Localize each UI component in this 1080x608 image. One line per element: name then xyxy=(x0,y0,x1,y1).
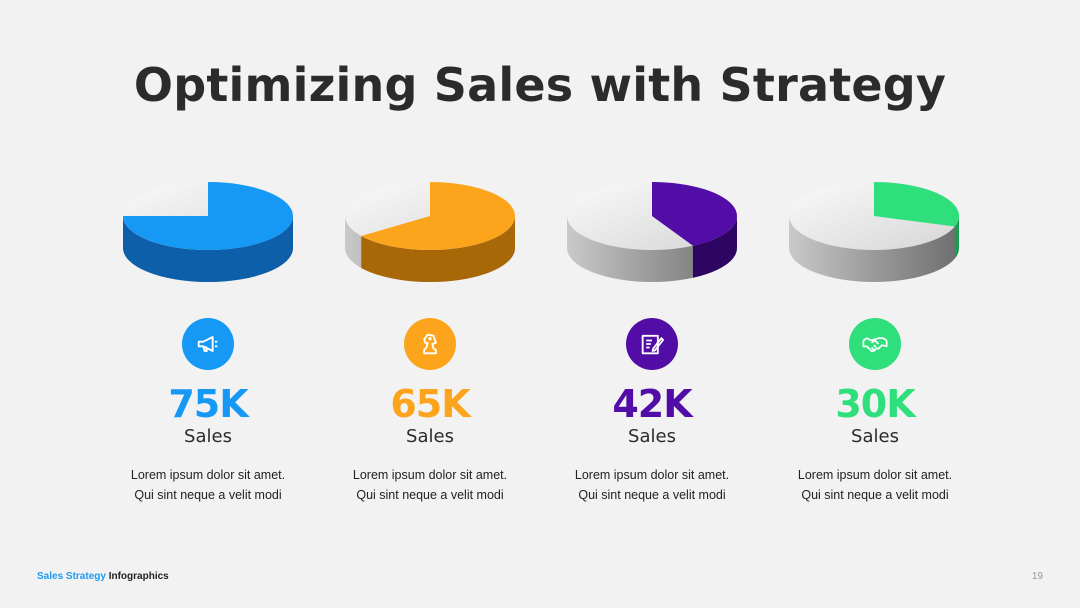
pie-slice xyxy=(361,182,516,251)
footer-brand-accent: Sales Strategy xyxy=(37,571,106,582)
sales-description: Lorem ipsum dolor sit amet. Qui sint neq… xyxy=(541,465,763,505)
edit-document-icon xyxy=(626,318,678,370)
sales-card-3: 42K Sales Lorem ipsum dolor sit amet. Qu… xyxy=(541,318,763,505)
sales-card-4: 30K Sales Lorem ipsum dolor sit amet. Qu… xyxy=(764,318,986,505)
sales-label: Sales xyxy=(406,426,454,447)
sales-value: 75K xyxy=(168,382,248,426)
desc-line-1: Lorem ipsum dolor sit amet. xyxy=(574,468,730,482)
pie-side-slice xyxy=(123,216,293,282)
pie-side-slice xyxy=(692,216,737,278)
pie-side-slice xyxy=(954,216,959,259)
sales-card-2: 65K Sales Lorem ipsum dolor sit amet. Qu… xyxy=(319,318,541,505)
megaphone-icon xyxy=(182,318,234,370)
desc-line-2: Qui sint neque a velit modi xyxy=(578,488,726,502)
handshake-icon xyxy=(849,318,901,370)
footer-brand: Sales Strategy Infographics xyxy=(37,571,169,582)
pie-chart-4 xyxy=(789,182,959,282)
page-number: 19 xyxy=(1031,571,1043,582)
desc-line-1: Lorem ipsum dolor sit amet. xyxy=(130,468,286,482)
pie-slice xyxy=(652,182,737,246)
desc-line-2: Qui sint neque a velit modi xyxy=(134,488,282,502)
chess-knight-icon xyxy=(404,318,456,370)
pie-chart-2 xyxy=(345,182,516,283)
pie-slice xyxy=(874,182,959,227)
pie-chart-1 xyxy=(123,182,293,282)
pie-slice xyxy=(123,182,293,250)
desc-line-2: Qui sint neque a velit modi xyxy=(356,488,504,502)
sales-description: Lorem ipsum dolor sit amet. Qui sint neq… xyxy=(764,465,986,505)
sales-label: Sales xyxy=(851,426,899,447)
sales-label: Sales xyxy=(184,426,232,447)
sales-label: Sales xyxy=(628,426,676,447)
footer-brand-rest: Infographics xyxy=(108,571,169,582)
sales-card-1: 75K Sales Lorem ipsum dolor sit amet. Qu… xyxy=(97,318,319,505)
pie-side-slice xyxy=(361,216,515,283)
sales-description: Lorem ipsum dolor sit amet. Qui sint neq… xyxy=(319,465,541,505)
desc-line-1: Lorem ipsum dolor sit amet. xyxy=(797,468,953,482)
sales-description: Lorem ipsum dolor sit amet. Qui sint neq… xyxy=(97,465,319,505)
page-title: Optimizing Sales with Strategy xyxy=(133,58,947,112)
desc-line-2: Qui sint neque a velit modi xyxy=(801,488,949,502)
sales-value: 30K xyxy=(835,382,915,426)
sales-value: 42K xyxy=(612,382,692,426)
sales-value: 65K xyxy=(390,382,470,426)
desc-line-1: Lorem ipsum dolor sit amet. xyxy=(352,468,508,482)
pie-chart-3 xyxy=(567,182,737,282)
